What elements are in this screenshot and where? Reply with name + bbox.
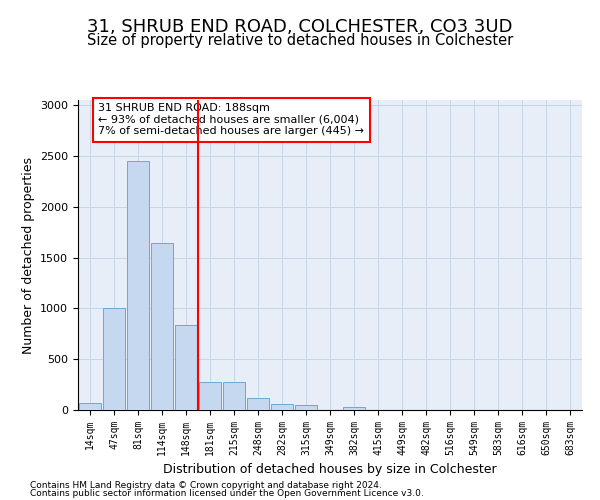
Text: Contains public sector information licensed under the Open Government Licence v3: Contains public sector information licen… <box>30 489 424 498</box>
Text: 31 SHRUB END ROAD: 188sqm
← 93% of detached houses are smaller (6,004)
7% of sem: 31 SHRUB END ROAD: 188sqm ← 93% of detac… <box>98 103 364 136</box>
Bar <box>79 403 101 410</box>
Bar <box>343 407 365 410</box>
Bar <box>103 308 125 410</box>
Bar <box>127 161 149 410</box>
Bar <box>151 244 173 410</box>
Text: Contains HM Land Registry data © Crown copyright and database right 2024.: Contains HM Land Registry data © Crown c… <box>30 480 382 490</box>
Y-axis label: Number of detached properties: Number of detached properties <box>22 156 35 354</box>
Bar <box>295 405 317 410</box>
Bar <box>247 398 269 410</box>
Text: Size of property relative to detached houses in Colchester: Size of property relative to detached ho… <box>87 32 513 48</box>
Bar <box>271 404 293 410</box>
Bar <box>175 324 197 410</box>
Text: 31, SHRUB END ROAD, COLCHESTER, CO3 3UD: 31, SHRUB END ROAD, COLCHESTER, CO3 3UD <box>87 18 513 36</box>
X-axis label: Distribution of detached houses by size in Colchester: Distribution of detached houses by size … <box>163 464 497 476</box>
Bar <box>223 382 245 410</box>
Bar <box>199 382 221 410</box>
